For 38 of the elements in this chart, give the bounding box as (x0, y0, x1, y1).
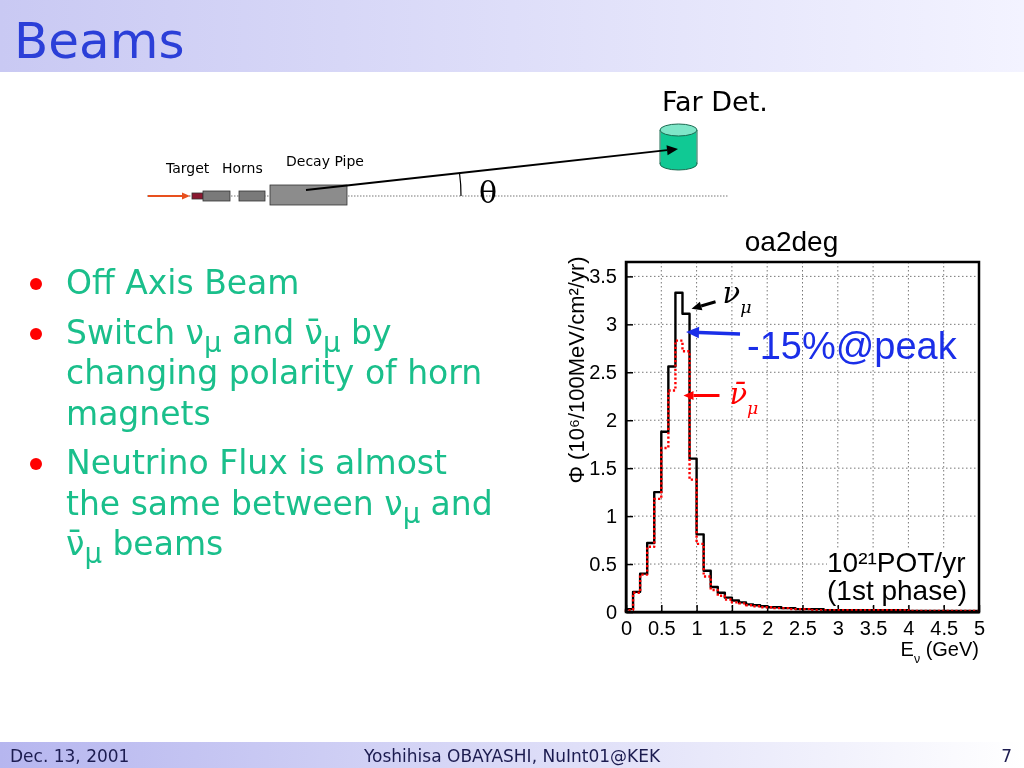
x-tick-label: 1 (691, 617, 703, 640)
x-tick-label: 2.5 (789, 617, 817, 640)
text: Far Det. (662, 86, 768, 117)
text: Dec. 13, 2001 (10, 746, 130, 766)
x-tick-label: 3.5 (859, 617, 888, 640)
text: Horns (222, 160, 263, 176)
annotation: 10²¹POT/yr (1st phase) (827, 547, 977, 606)
text: Off Axis Beam (66, 263, 300, 302)
y-tick-label: 3.5 (589, 265, 617, 288)
x-tick-label: 0 (620, 617, 633, 640)
y-tick-label: 0.5 (589, 552, 617, 575)
text: Decay Pipe (286, 153, 364, 169)
x-tick-label: 4.5 (930, 617, 959, 640)
x-tick-label: 2 (762, 617, 774, 640)
text: 7 (1001, 746, 1012, 766)
text: θ (479, 175, 498, 210)
y-tick-label: 2 (605, 409, 617, 432)
x-tick-label: 0.5 (647, 617, 676, 640)
y-tick-label: 1 (605, 505, 617, 528)
text: Yoshihisa OBAYASHI, NuInt01@KEK (363, 746, 661, 766)
y-tick-label: 2.5 (589, 361, 617, 384)
y-axis-title: Φ (10⁶/100MeV/cm²/yr) (564, 256, 589, 484)
chart-title: oa2deg (744, 226, 839, 257)
x-tick-label: 1.5 (718, 617, 747, 640)
legend-label: ν$_{μ}$ (722, 275, 752, 317)
text: Switch ν$_{μ}$ and ν̄$_{μ}$ by changing polarity of horn magnets (66, 312, 483, 433)
x-tick-label: 4 (903, 617, 915, 640)
text: Target (166, 160, 210, 176)
x-axis-title: E$_{ν}$ (GeV) (900, 638, 979, 666)
x-tick-label: 5 (973, 617, 986, 640)
y-tick-label: 1.5 (589, 457, 617, 480)
legend-label: ν̄$_{μ}$ (729, 377, 759, 419)
annotation: -15%@peak (747, 325, 958, 367)
y-tick-label: 3 (605, 313, 617, 336)
text: Neutrino Flux is almost the same between ν$_{μ}$ and ν̄$_{μ}$ beams (66, 443, 493, 569)
x-tick-label: 3 (832, 617, 844, 640)
y-tick-label: 0 (605, 600, 617, 623)
text: Beams (14, 12, 185, 70)
